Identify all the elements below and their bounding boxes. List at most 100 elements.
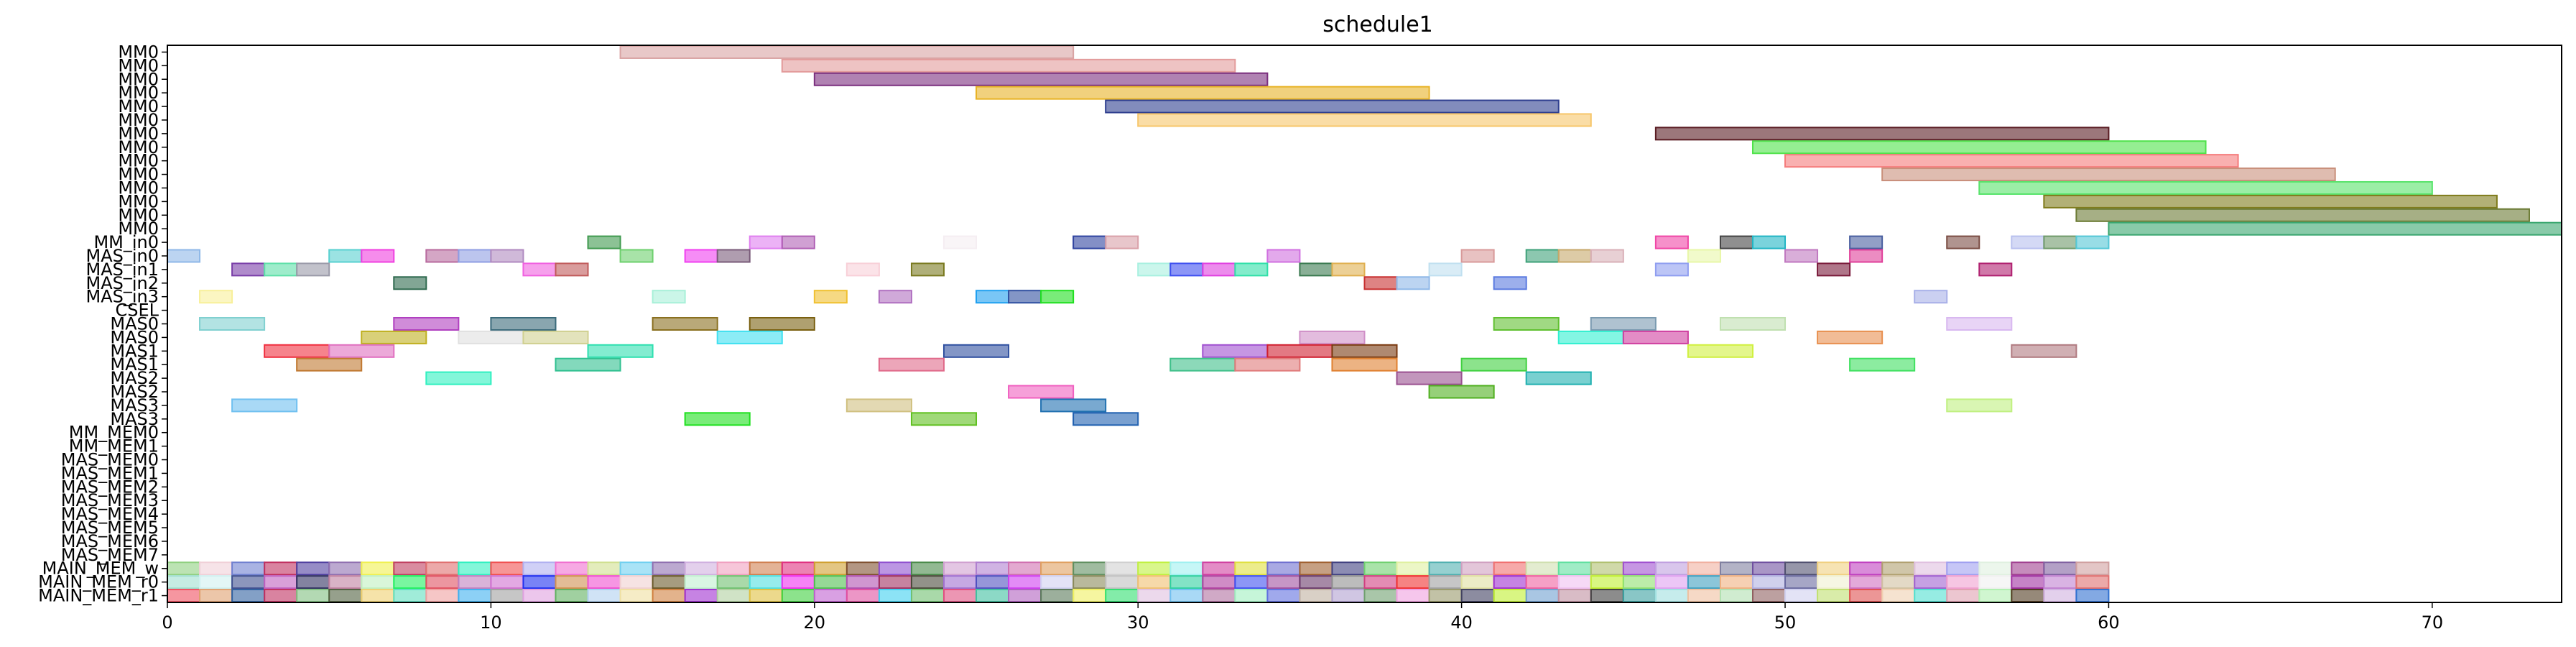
schedule-bar xyxy=(2075,589,2110,603)
schedule-bar xyxy=(1266,575,1301,589)
schedule-bar xyxy=(1978,575,2013,589)
schedule-bar xyxy=(1849,589,1884,603)
schedule-bar xyxy=(684,412,751,426)
schedule-bar xyxy=(264,589,298,603)
schedule-bar xyxy=(1105,575,1139,589)
schedule-bar xyxy=(425,589,460,603)
schedule-bar xyxy=(619,575,654,589)
schedule-bar xyxy=(1266,589,1301,603)
schedule-bar xyxy=(652,589,686,603)
schedule-bar xyxy=(264,344,330,358)
schedule-bar xyxy=(328,344,395,358)
schedule-bar xyxy=(1622,589,1657,603)
schedule-bar xyxy=(942,344,1010,358)
schedule-bar xyxy=(1266,249,1301,263)
schedule-bar xyxy=(490,561,524,576)
x-tick-label: 20 xyxy=(804,612,826,633)
schedule-bar xyxy=(1849,235,1884,249)
schedule-bar xyxy=(1784,561,1819,576)
schedule-bar xyxy=(555,575,589,589)
schedule-bar xyxy=(716,589,751,603)
schedule-bar xyxy=(2075,208,2530,222)
chart-title: schedule1 xyxy=(1322,12,1433,37)
schedule-bar xyxy=(1557,330,1624,344)
schedule-bar xyxy=(1719,575,1753,589)
schedule-bar xyxy=(976,575,1010,589)
schedule-bar xyxy=(976,589,1010,603)
schedule-bar xyxy=(1751,589,1787,603)
schedule-bar xyxy=(942,561,978,576)
schedule-bar xyxy=(458,330,524,344)
schedule-bar xyxy=(1525,561,1560,576)
schedule-bar xyxy=(1202,344,1269,358)
plot-frame xyxy=(167,45,2562,603)
schedule-bar xyxy=(458,575,492,589)
schedule-bar xyxy=(167,575,201,589)
schedule-bar xyxy=(781,235,815,249)
schedule-bar xyxy=(1557,589,1592,603)
schedule-bar xyxy=(1493,561,1527,576)
schedule-bar xyxy=(490,575,524,589)
y-tick-label: MM0 xyxy=(118,137,159,157)
schedule-bar xyxy=(555,262,589,277)
x-tick-label: 70 xyxy=(2422,612,2444,633)
schedule-bar xyxy=(2011,575,2045,589)
schedule-bar xyxy=(490,249,524,263)
schedule-bar xyxy=(296,589,330,603)
y-tick-label: MM0 xyxy=(118,96,159,116)
schedule-bar xyxy=(393,575,427,589)
schedule-bar xyxy=(910,262,945,277)
schedule-bar xyxy=(1396,561,1430,576)
y-tick-label: MM0 xyxy=(118,42,159,62)
schedule-bar xyxy=(976,290,1010,304)
schedule-bar xyxy=(910,575,945,589)
schedule-bar xyxy=(1687,249,1721,263)
schedule-bar xyxy=(1169,575,1204,589)
schedule-bar xyxy=(1169,589,1204,603)
schedule-bar xyxy=(749,561,783,576)
schedule-bar xyxy=(1072,575,1107,589)
y-tick-label: MM_MEM1 xyxy=(69,436,159,456)
schedule-bar xyxy=(1137,262,1172,277)
schedule-bar xyxy=(490,589,524,603)
schedule-bar xyxy=(1687,575,1721,589)
schedule-bar xyxy=(522,575,557,589)
y-tick-label: MAS_MEM1 xyxy=(61,463,159,483)
schedule-bar xyxy=(1525,575,1560,589)
schedule-bar xyxy=(813,561,848,576)
schedule-bar xyxy=(1817,589,1851,603)
schedule-bar xyxy=(910,589,945,603)
y-tick-label: MAS1 xyxy=(110,341,159,361)
schedule-bar xyxy=(1881,561,1916,576)
schedule-bar xyxy=(1784,249,1819,263)
y-tick-label: MAIN_MEM_r1 xyxy=(38,586,159,606)
schedule-bar xyxy=(1202,589,1236,603)
schedule-bar xyxy=(1299,262,1333,277)
schedule-bar xyxy=(328,575,363,589)
schedule-bar xyxy=(1137,575,1172,589)
schedule-bar xyxy=(1590,589,1624,603)
schedule-bar xyxy=(555,589,589,603)
schedule-bar xyxy=(1978,561,2013,576)
schedule-bar xyxy=(1202,262,1236,277)
y-tick-label: MM0 xyxy=(118,178,159,198)
schedule-bar xyxy=(1331,575,1366,589)
schedule-bar xyxy=(1849,357,1916,372)
y-tick-label: MM0 xyxy=(118,83,159,103)
schedule-bar xyxy=(2075,235,2110,249)
schedule-bar xyxy=(1493,276,1527,290)
schedule-bar xyxy=(2043,589,2077,603)
y-tick-label: MM0 xyxy=(118,219,159,239)
schedule-bar xyxy=(1817,561,1851,576)
schedule-bar xyxy=(1428,561,1463,576)
schedule-bar xyxy=(1590,561,1624,576)
schedule-bar xyxy=(1008,385,1075,399)
schedule-bar xyxy=(1946,561,1980,576)
schedule-bar xyxy=(167,249,201,263)
y-tick-label: MAS_MEM4 xyxy=(61,504,159,524)
schedule-bar xyxy=(2043,194,2498,208)
y-tick-label: MAS2 xyxy=(110,382,159,402)
schedule-bar xyxy=(652,290,686,304)
schedule-bar xyxy=(1299,589,1333,603)
bars-layer xyxy=(167,45,2562,603)
